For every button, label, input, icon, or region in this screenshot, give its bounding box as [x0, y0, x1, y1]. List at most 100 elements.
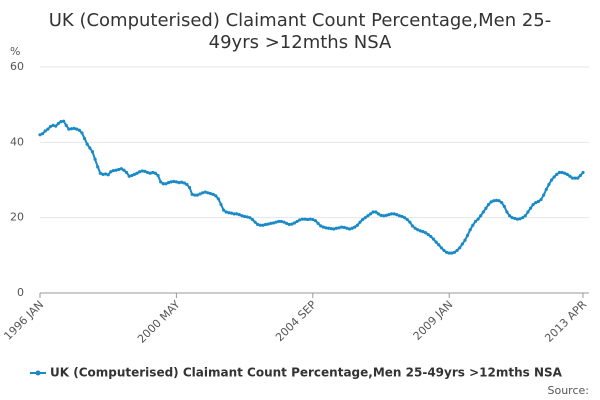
point — [345, 226, 349, 230]
point — [437, 243, 441, 247]
point — [534, 201, 538, 205]
point — [124, 170, 129, 175]
point — [266, 222, 270, 226]
point — [481, 210, 485, 214]
point — [507, 214, 512, 218]
point — [111, 168, 116, 173]
point — [256, 222, 260, 227]
point — [88, 146, 92, 150]
point — [101, 172, 105, 176]
point — [313, 219, 318, 223]
point — [450, 251, 454, 255]
point — [526, 210, 530, 214]
point — [400, 214, 404, 219]
point — [458, 246, 462, 250]
x-tick-label: 1996 JAN — [1, 298, 46, 343]
point — [271, 221, 276, 225]
point — [368, 212, 373, 216]
point — [531, 202, 535, 207]
point — [166, 181, 171, 185]
point — [292, 221, 297, 225]
point — [502, 204, 506, 208]
point — [279, 219, 283, 224]
point — [494, 198, 499, 202]
point — [227, 211, 231, 215]
point — [72, 126, 76, 130]
point — [549, 178, 554, 182]
point — [48, 124, 53, 129]
x-tick-label: 2000 MAY — [135, 298, 183, 346]
point — [140, 169, 144, 173]
point — [347, 227, 352, 231]
point — [324, 226, 328, 230]
point — [211, 192, 215, 196]
point — [80, 131, 84, 135]
y-tick-label: 0 — [17, 286, 24, 299]
point — [471, 223, 475, 227]
point — [452, 250, 457, 254]
point — [479, 214, 483, 218]
point — [269, 221, 273, 225]
y-unit: % — [10, 45, 20, 58]
point — [505, 210, 509, 214]
point — [395, 213, 399, 217]
point — [510, 216, 514, 220]
point — [358, 220, 362, 224]
point — [410, 224, 415, 228]
point — [90, 150, 95, 154]
point — [82, 136, 87, 141]
point — [316, 221, 320, 225]
point — [114, 168, 118, 172]
point — [542, 193, 546, 197]
point — [555, 172, 559, 176]
point — [274, 220, 278, 224]
point — [523, 214, 527, 218]
point — [311, 217, 315, 222]
point — [568, 174, 572, 178]
point — [177, 181, 181, 185]
point — [334, 226, 339, 230]
point — [224, 210, 228, 214]
point — [513, 216, 517, 221]
point — [132, 172, 137, 176]
point — [222, 208, 226, 212]
point — [127, 174, 131, 178]
point — [455, 248, 459, 253]
point — [287, 222, 291, 227]
point — [62, 119, 66, 123]
point — [185, 182, 189, 187]
point — [75, 127, 79, 131]
legend-label: UK (Computerised) Claimant Count Percent… — [50, 366, 563, 380]
series-line — [39, 120, 584, 255]
point — [563, 171, 567, 175]
point — [329, 226, 333, 231]
x-tick-label: 2009 JAN — [411, 298, 456, 343]
point — [253, 220, 257, 224]
point — [497, 199, 501, 203]
point — [557, 170, 561, 175]
point — [298, 218, 302, 222]
point — [245, 215, 249, 219]
point — [492, 199, 496, 203]
point — [103, 172, 108, 176]
point — [190, 192, 194, 196]
point — [64, 123, 68, 127]
point — [193, 193, 197, 197]
point — [552, 175, 556, 179]
point — [565, 172, 569, 176]
point — [85, 142, 89, 146]
point — [284, 221, 289, 225]
point — [539, 197, 543, 202]
point — [405, 217, 409, 222]
point — [77, 128, 81, 132]
point — [174, 180, 179, 184]
point — [465, 233, 470, 237]
point — [350, 226, 354, 230]
point — [38, 133, 42, 137]
point — [156, 173, 160, 178]
point — [460, 242, 464, 246]
point — [397, 214, 401, 218]
point — [172, 179, 176, 184]
point — [342, 225, 346, 230]
point — [261, 223, 265, 227]
